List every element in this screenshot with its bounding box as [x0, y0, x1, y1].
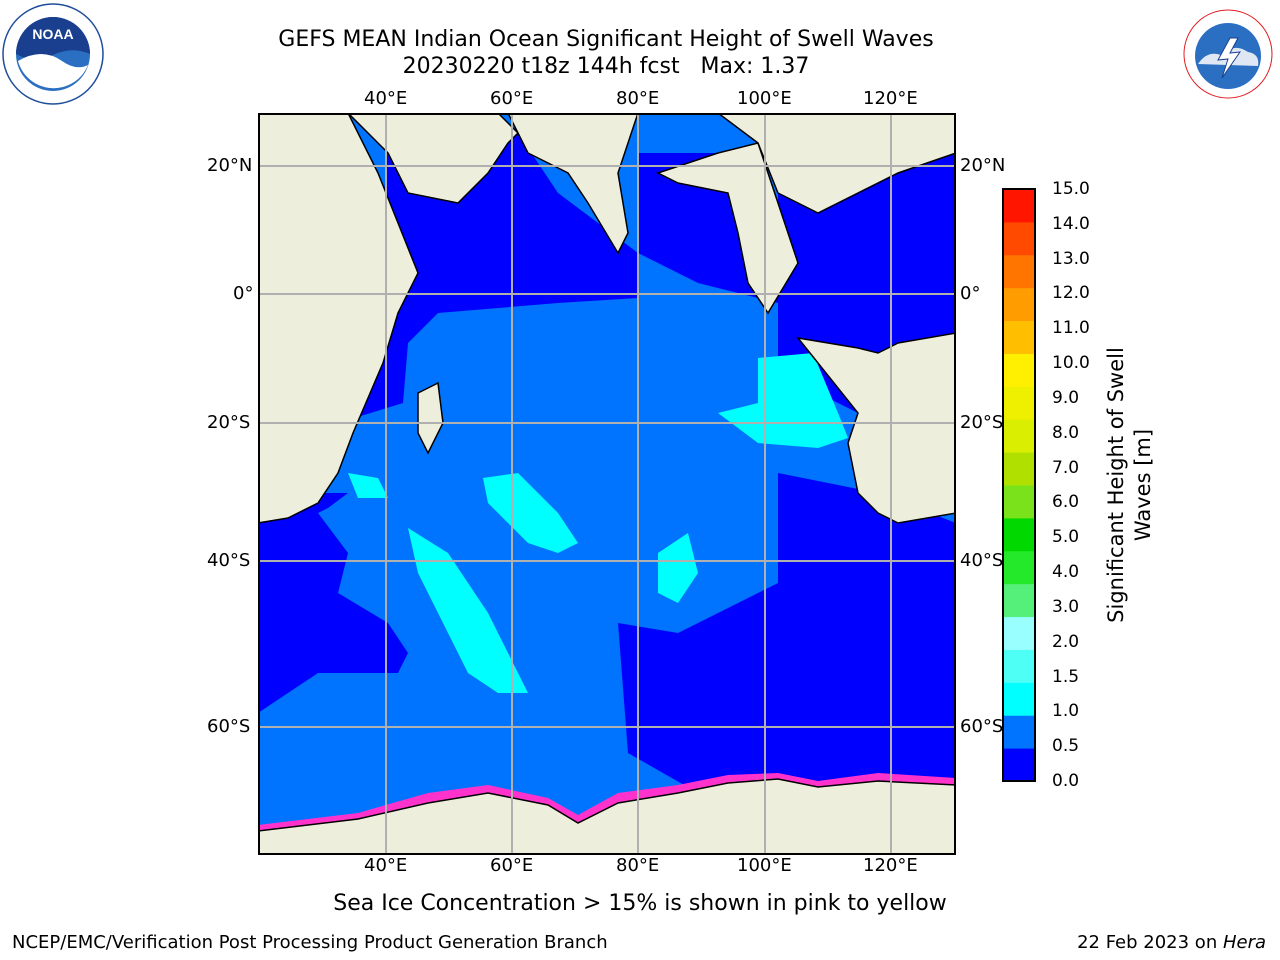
colorbar-swatch — [1003, 485, 1035, 519]
colorbar-swatch — [1003, 715, 1035, 749]
land-indochina — [719, 115, 954, 214]
colorbar — [1002, 188, 1036, 782]
colorbar-swatch — [1003, 517, 1035, 552]
colorbar-tick-label: 12.0 — [1052, 283, 1090, 304]
lat-tick-right-20s: 20°S — [960, 412, 1004, 433]
lon-tick-top-100e: 100°E — [737, 88, 792, 109]
colorbar-tick-label: 11.0 — [1052, 318, 1090, 339]
colorbar-swatch — [1003, 616, 1035, 650]
colorbar-tick-label: 5.0 — [1052, 527, 1080, 548]
colorbar-swatch — [1003, 452, 1035, 486]
swell-patch-1.0-1.5-a — [718, 353, 848, 448]
ocean-band-0-0.5-north — [338, 133, 638, 423]
chart-title: GEFS MEAN Indian Ocean Significant Heigh… — [278, 27, 934, 52]
colorbar-label-text: Significant Height of Swell Waves [m] — [1104, 347, 1155, 623]
colorbar-swatch — [1003, 287, 1035, 322]
land-australia — [796, 332, 954, 524]
swell-patch-1.0-1.5-c — [408, 528, 528, 693]
colorbar-tick-label: 8.0 — [1052, 422, 1080, 443]
footer-date-text: 22 Feb 2023 on — [1077, 932, 1223, 953]
colorbar-swatch — [1003, 419, 1035, 453]
nws-logo — [1178, 4, 1278, 104]
lat-tick-right-20n: 20°N — [960, 155, 1006, 176]
colorbar-swatch — [1003, 649, 1035, 683]
chart-subtitle: 20230220 t18z 144h fcst Max: 1.37 — [402, 54, 810, 79]
lon-tick-bottom-100e: 100°E — [737, 855, 792, 876]
colorbar-swatch — [1003, 189, 1035, 223]
swell-map — [258, 113, 956, 855]
lat-tick-left-0: 0° — [233, 283, 254, 304]
colorbar-tick-label: 10.0 — [1052, 353, 1090, 374]
colorbar-tick-label: 0.5 — [1052, 736, 1080, 757]
lon-tick-bottom-60e: 60°E — [490, 855, 534, 876]
colorbar-swatch — [1003, 748, 1035, 782]
colorbar-tick-label: 7.0 — [1052, 457, 1080, 478]
colorbar-swatch — [1003, 320, 1035, 354]
colorbar-tick-label: 2.0 — [1052, 631, 1080, 652]
colorbar-tick-label: 1.0 — [1052, 701, 1080, 722]
lat-tick-right-0: 0° — [960, 283, 981, 304]
colorbar-tick-label: 9.0 — [1052, 387, 1080, 408]
ocean-band-0-0.5-southwest — [260, 513, 408, 712]
colorbar-swatch — [1003, 254, 1035, 289]
lat-tick-right-40s: 40°S — [960, 550, 1004, 571]
ocean-band-0-0.5-southeast — [618, 473, 954, 853]
swell-patch-1.0-1.5-b — [483, 473, 578, 553]
land-antarctica — [260, 778, 954, 853]
footer-date: 22 Feb 2023 on Hera — [1077, 932, 1266, 954]
land-middle-east — [348, 115, 520, 204]
swell-patch-1.0-1.5-e — [348, 473, 388, 498]
colorbar-swatch — [1003, 550, 1035, 585]
land-madagascar — [417, 381, 444, 455]
land-india — [508, 115, 639, 255]
lon-tick-top-40e: 40°E — [364, 88, 408, 109]
colorbar-tick-label: 1.5 — [1052, 666, 1080, 687]
colorbar-tick-label: 4.0 — [1052, 562, 1080, 583]
land-southeast-asia — [656, 142, 799, 315]
colorbar-tick-label: 14.0 — [1052, 213, 1090, 234]
noaa-logo: NOAA — [2, 3, 104, 105]
lon-tick-top-120e: 120°E — [863, 88, 918, 109]
footer-host: Hera — [1222, 932, 1266, 953]
colorbar-swatch — [1003, 583, 1035, 618]
lat-tick-left-40s: 40°S — [207, 550, 251, 571]
colorbar-tick-label: 6.0 — [1052, 492, 1080, 513]
colorbar-swatch — [1003, 386, 1035, 420]
colorbar-swatch — [1003, 353, 1035, 387]
lon-tick-bottom-80e: 80°E — [616, 855, 660, 876]
lat-tick-left-20n: 20°N — [207, 155, 253, 176]
land-africa — [260, 115, 419, 524]
lon-tick-top-80e: 80°E — [616, 88, 660, 109]
noaa-logo-text: NOAA — [32, 26, 73, 42]
lat-tick-left-20s: 20°S — [207, 412, 251, 433]
colorbar-tick-label: 0.0 — [1052, 771, 1080, 791]
colorbar-swatch — [1003, 682, 1035, 716]
caption: Sea Ice Concentration > 15% is shown in … — [0, 890, 1280, 918]
lon-tick-top-60e: 60°E — [490, 88, 534, 109]
footer-credit: NCEP/EMC/Verification Post Processing Pr… — [12, 932, 608, 953]
lon-tick-bottom-40e: 40°E — [364, 855, 408, 876]
colorbar-tick-label: 13.0 — [1052, 248, 1090, 269]
colorbar-tick-label: 3.0 — [1052, 596, 1080, 617]
colorbar-tick-label: 15.0 — [1052, 179, 1090, 199]
swell-patch-1.0-1.5-d — [658, 533, 698, 603]
lat-tick-left-60s: 60°S — [207, 716, 251, 737]
lat-tick-right-60s: 60°S — [960, 716, 1004, 737]
caption-text: Sea Ice Concentration > 15% is shown in … — [333, 891, 947, 916]
lon-tick-bottom-120e: 120°E — [863, 855, 918, 876]
colorbar-swatch — [1003, 221, 1035, 256]
